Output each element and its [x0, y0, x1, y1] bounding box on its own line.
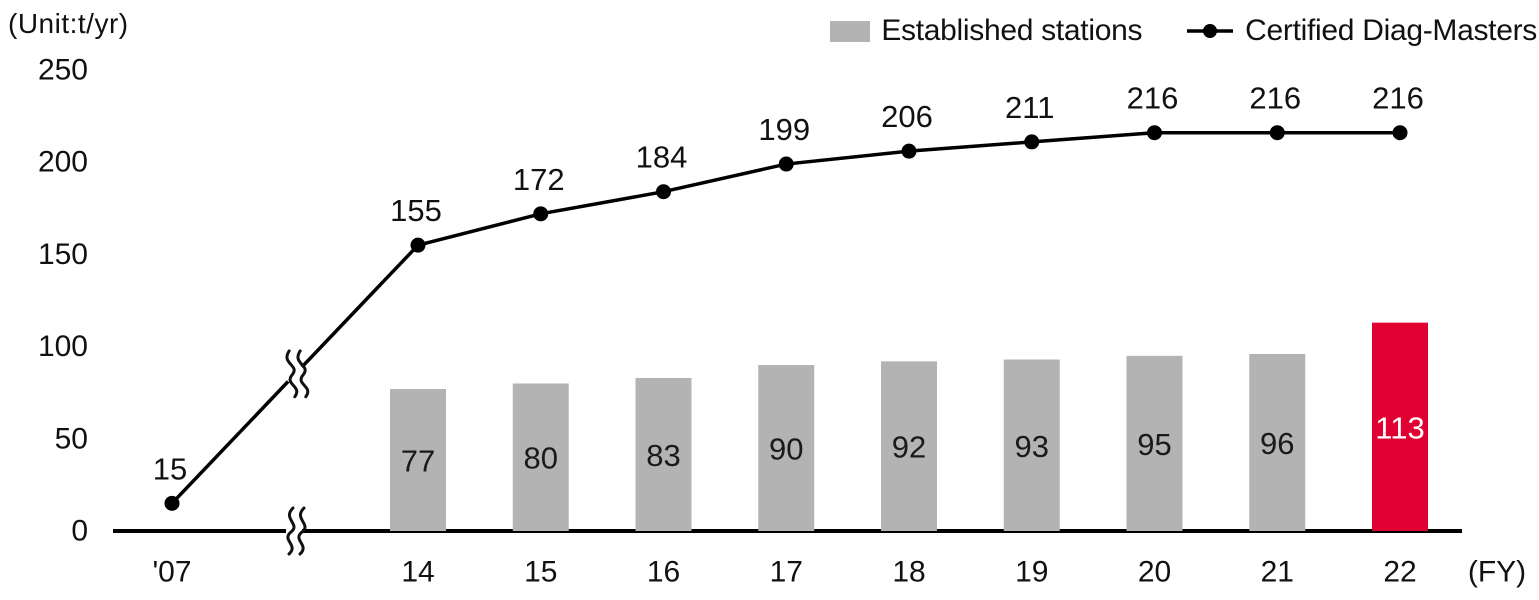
legend-label-certified-diag-masters: Certified Diag-Masters	[1245, 14, 1537, 47]
bar	[758, 365, 815, 531]
line-point	[901, 143, 917, 159]
bar-value-label: 96	[1260, 426, 1294, 461]
line-point	[533, 206, 549, 222]
bar-value-label: 93	[1015, 429, 1049, 464]
line-value-label: 216	[1127, 81, 1179, 116]
line-value-label: 199	[758, 112, 810, 147]
line-point	[1147, 125, 1162, 141]
legend-item-certified-diag-masters: Certified Diag-Masters	[1186, 14, 1537, 48]
axis-break-icon	[296, 349, 310, 399]
line-value-label: 184	[636, 140, 688, 175]
x-tick-label: 20	[1138, 556, 1171, 589]
bar-value-label: 90	[769, 432, 803, 467]
y-tick-label: 150	[38, 238, 88, 271]
line-point	[1024, 134, 1040, 150]
axis-break-icon	[297, 506, 307, 556]
bar-highlight	[1372, 322, 1428, 531]
line-legend-marker-icon	[1186, 22, 1234, 40]
x-tick-label: 15	[524, 556, 557, 589]
x-tick-label: '07	[152, 556, 191, 589]
legend-item-established-stations: Established stations	[830, 14, 1142, 48]
line-value-label: 155	[390, 193, 442, 228]
line-point	[1269, 125, 1285, 141]
axis-break-icon	[285, 349, 299, 399]
line-value-label: 206	[881, 99, 933, 134]
x-tick-label: 22	[1383, 556, 1416, 589]
y-tick-label: 100	[38, 330, 88, 363]
line-value-label: 216	[1249, 81, 1301, 116]
line-value-label: 211	[1005, 90, 1054, 125]
y-tick-label: 200	[38, 146, 88, 179]
line-series	[170, 130, 1400, 505]
bar	[1126, 355, 1183, 531]
fy-axis-label: (FY)	[1468, 556, 1526, 589]
y-tick-label: 50	[55, 422, 88, 455]
bar-value-label: 113	[1375, 410, 1424, 445]
axis-break-icon	[286, 506, 296, 556]
x-tick-label: 21	[1261, 556, 1294, 589]
y-tick-label: 0	[71, 515, 88, 548]
bar-value-label: 77	[401, 444, 435, 479]
bar-value-label: 95	[1137, 427, 1171, 462]
line-point	[164, 495, 180, 511]
x-tick-label: 18	[892, 556, 925, 589]
bar	[1003, 359, 1060, 531]
bar	[635, 377, 692, 531]
x-tick-label: 17	[770, 556, 803, 589]
x-tick-label: 14	[401, 556, 434, 589]
legend: Established stations Certified Diag-Mast…	[830, 14, 1537, 48]
legend-label-established-stations: Established stations	[881, 14, 1143, 47]
line-point	[778, 156, 794, 172]
bar-value-label: 83	[646, 438, 680, 473]
bar	[881, 361, 937, 531]
y-axis-unit-label: (Unit:t/yr)	[8, 8, 129, 39]
bar	[1249, 353, 1306, 531]
bar-legend-swatch-icon	[830, 20, 871, 42]
x-tick-label: 16	[647, 556, 680, 589]
x-tick-label: 19	[1015, 556, 1048, 589]
line-point	[410, 237, 426, 253]
bar-value-label: 80	[524, 441, 558, 476]
bar	[390, 389, 446, 531]
y-tick-label: 250	[38, 54, 88, 87]
line-value-label: 172	[513, 162, 565, 197]
line-value-label: 15	[153, 451, 187, 486]
line-point	[1392, 125, 1408, 141]
bar-value-label: 92	[892, 430, 926, 465]
line-value-label: 216	[1372, 81, 1424, 116]
bar	[512, 383, 569, 531]
line-point	[656, 184, 671, 200]
